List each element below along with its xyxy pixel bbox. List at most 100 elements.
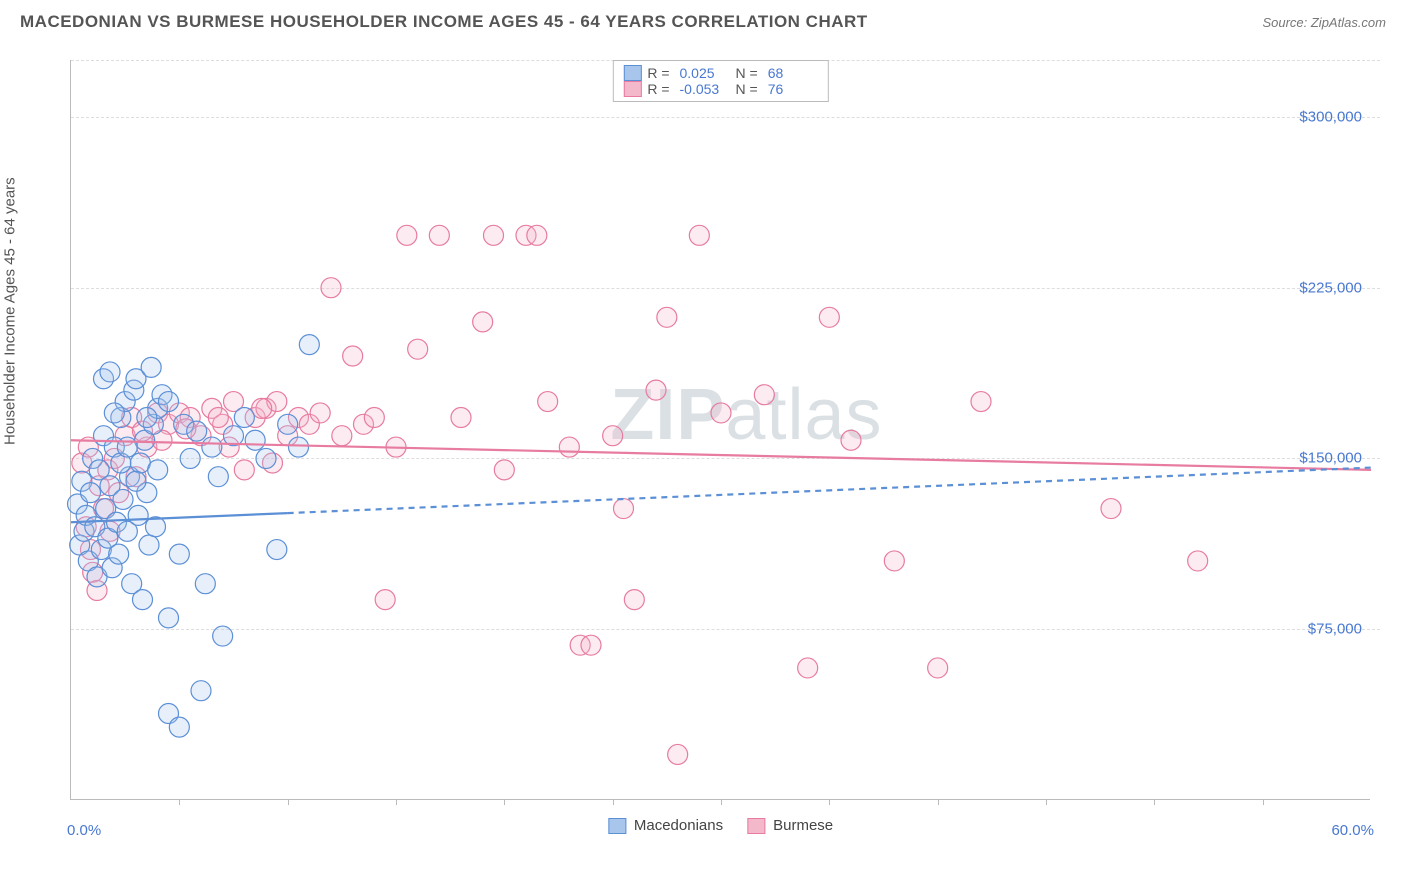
scatter-point	[343, 346, 363, 366]
plot-area: R = 0.025 N = 68 R = -0.053 N = 76 ZIPat…	[70, 60, 1370, 800]
chart-source: Source: ZipAtlas.com	[1262, 15, 1386, 30]
scatter-point	[614, 499, 634, 519]
scatter-point	[208, 467, 228, 487]
x-min-label: 0.0%	[67, 822, 101, 839]
scatter-point	[245, 430, 265, 450]
scatter-point	[81, 483, 101, 503]
scatter-point	[711, 403, 731, 423]
scatter-point	[408, 339, 428, 359]
scatter-point	[397, 225, 417, 245]
chart-container: Householder Income Ages 45 - 64 years R …	[20, 45, 1386, 845]
scatter-point	[113, 489, 133, 509]
x-tick	[721, 799, 722, 805]
scatter-point	[657, 307, 677, 327]
scatter-point	[109, 544, 129, 564]
legend-correlation: R = 0.025 N = 68 R = -0.053 N = 76	[612, 60, 828, 102]
scatter-point	[169, 717, 189, 737]
scatter-point	[310, 403, 330, 423]
scatter-point	[117, 437, 137, 457]
scatter-point	[603, 426, 623, 446]
legend-item-burmese: Burmese	[747, 817, 833, 834]
scatter-point	[191, 681, 211, 701]
scatter-point	[841, 430, 861, 450]
trend-line	[288, 468, 1371, 514]
n-label: N =	[736, 81, 758, 97]
scatter-point	[1188, 551, 1208, 571]
scatter-point	[884, 551, 904, 571]
scatter-point	[267, 540, 287, 560]
scatter-point	[798, 658, 818, 678]
scatter-point	[234, 460, 254, 480]
scatter-point	[180, 448, 200, 468]
source-link[interactable]: ZipAtlas.com	[1311, 15, 1386, 30]
scatter-point	[159, 608, 179, 628]
scatter-point	[364, 407, 384, 427]
scatter-point	[971, 392, 991, 412]
scatter-point	[689, 225, 709, 245]
scatter-point	[375, 590, 395, 610]
r-value-burmese: -0.053	[680, 81, 730, 97]
scatter-point	[429, 225, 449, 245]
scatter-point	[754, 385, 774, 405]
scatter-point	[581, 635, 601, 655]
scatter-point	[213, 626, 233, 646]
scatter-point	[527, 225, 547, 245]
swatch-macedonians	[623, 65, 641, 81]
x-tick	[288, 799, 289, 805]
x-tick	[179, 799, 180, 805]
x-max-label: 60.0%	[1331, 822, 1374, 839]
x-tick	[504, 799, 505, 805]
scatter-point	[321, 278, 341, 298]
swatch-burmese	[623, 81, 641, 97]
chart-header: MACEDONIAN VS BURMESE HOUSEHOLDER INCOME…	[0, 0, 1406, 40]
scatter-point	[299, 335, 319, 355]
x-tick	[396, 799, 397, 805]
x-tick	[938, 799, 939, 805]
x-tick	[1263, 799, 1264, 805]
x-tick	[1154, 799, 1155, 805]
scatter-point	[451, 407, 471, 427]
scatter-point	[1101, 499, 1121, 519]
scatter-point	[332, 426, 352, 446]
scatter-point	[928, 658, 948, 678]
scatter-point	[195, 574, 215, 594]
scatter-point	[646, 380, 666, 400]
scatter-point	[278, 414, 298, 434]
scatter-point	[289, 437, 309, 457]
source-prefix: Source:	[1262, 15, 1310, 30]
scatter-point	[819, 307, 839, 327]
legend-label-macedonians: Macedonians	[634, 817, 723, 834]
n-value-macedonians: 68	[768, 65, 818, 81]
scatter-point	[169, 544, 189, 564]
swatch-burmese	[747, 818, 765, 834]
scatter-point	[208, 407, 228, 427]
n-label: N =	[736, 65, 758, 81]
n-value-burmese: 76	[768, 81, 818, 97]
scatter-point	[100, 362, 120, 382]
scatter-point	[133, 590, 153, 610]
scatter-point	[234, 407, 254, 427]
x-tick	[613, 799, 614, 805]
legend-item-macedonians: Macedonians	[608, 817, 723, 834]
scatter-svg	[71, 60, 1370, 799]
x-tick	[829, 799, 830, 805]
scatter-point	[137, 407, 157, 427]
scatter-point	[668, 744, 688, 764]
y-axis-label: Householder Income Ages 45 - 64 years	[2, 177, 19, 445]
scatter-point	[141, 357, 161, 377]
scatter-point	[494, 460, 514, 480]
scatter-point	[256, 448, 276, 468]
scatter-point	[473, 312, 493, 332]
scatter-point	[159, 392, 179, 412]
scatter-point	[202, 437, 222, 457]
x-tick	[1046, 799, 1047, 805]
legend-label-burmese: Burmese	[773, 817, 833, 834]
scatter-point	[484, 225, 504, 245]
r-label: R =	[647, 81, 669, 97]
scatter-point	[139, 535, 159, 555]
scatter-point	[104, 403, 124, 423]
scatter-point	[126, 471, 146, 491]
scatter-point	[624, 590, 644, 610]
chart-title: MACEDONIAN VS BURMESE HOUSEHOLDER INCOME…	[20, 12, 868, 32]
r-label: R =	[647, 65, 669, 81]
